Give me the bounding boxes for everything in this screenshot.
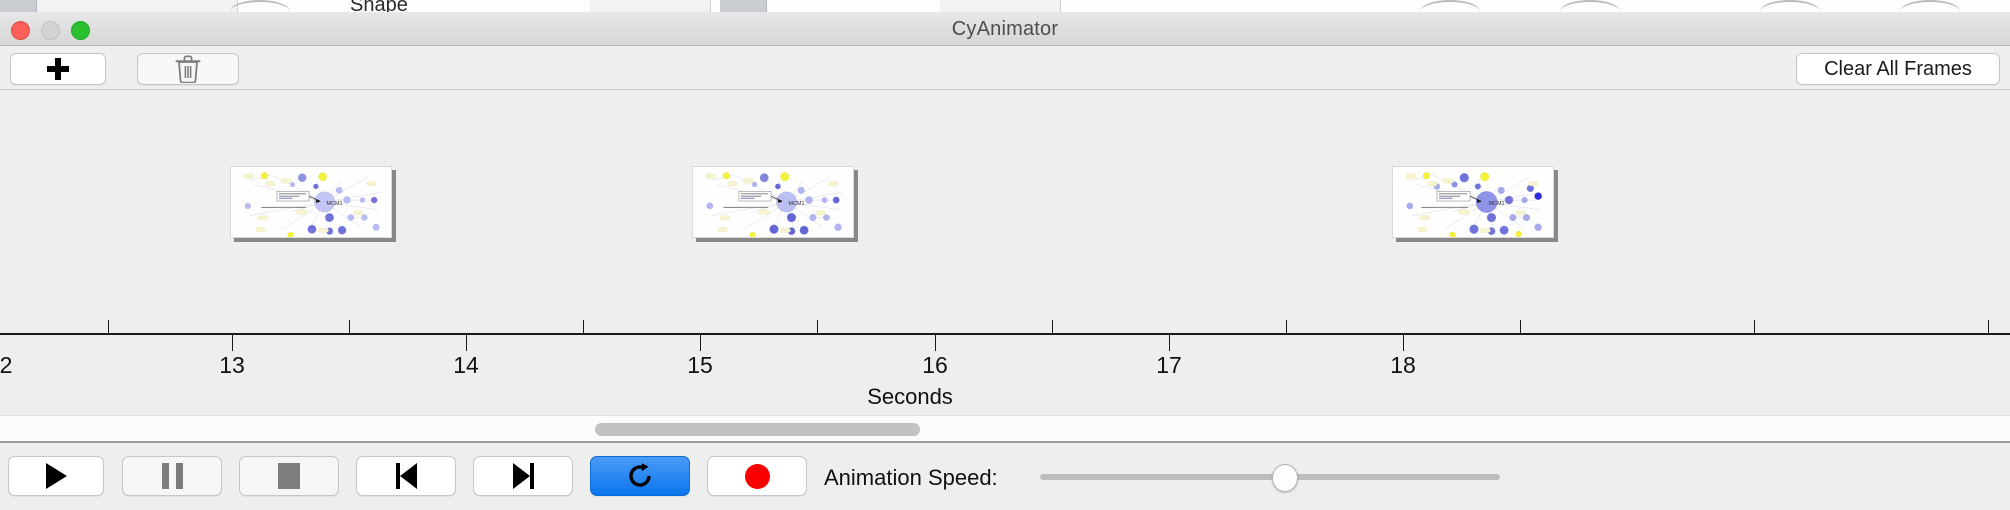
frame-thumbnail: MCM1: [692, 166, 854, 238]
frame-thumbnail: MCM1: [1392, 166, 1554, 238]
stop-icon: [278, 463, 300, 489]
animation-speed-slider[interactable]: [1040, 464, 1500, 492]
timeline-tick-label: 16: [922, 352, 948, 378]
next-frame-button[interactable]: [473, 456, 573, 496]
parent-tab-a: [0, 0, 37, 12]
network-graph-thumbnail: MCM1: [705, 172, 843, 237]
timeline-tick-label: 13: [219, 352, 245, 378]
timeline-frame-1[interactable]: MCM1: [230, 166, 396, 242]
parent-curve-b: [1420, 0, 1480, 12]
svg-text:MCM1: MCM1: [327, 201, 343, 207]
loop-button[interactable]: [590, 456, 690, 496]
playback-control-bar: Animation Speed:: [0, 443, 2010, 510]
stop-button[interactable]: [239, 456, 339, 496]
network-graph-thumbnail: MCM1: [1405, 172, 1543, 237]
pause-button[interactable]: [122, 456, 222, 496]
timeline-minor-tick: [817, 320, 818, 333]
timeline-frame-2[interactable]: MCM1: [692, 166, 858, 242]
pause-icon: [161, 463, 183, 489]
svg-text:MCM1: MCM1: [1489, 201, 1505, 207]
parent-curve-e: [1900, 0, 1960, 12]
timeline-minor-tick: [583, 320, 584, 333]
frame-toolbar: Clear All Frames: [0, 46, 2010, 90]
plus-icon: [47, 58, 69, 80]
parent-tab-d: [720, 0, 767, 12]
timeline-scrollbar-thumb[interactable]: [595, 423, 920, 436]
parent-window-strip: Shape: [0, 0, 2010, 12]
timeline-minor-tick: [1988, 320, 1989, 333]
record-button[interactable]: [707, 456, 807, 496]
timeline-tick-label: 18: [1390, 352, 1416, 378]
parent-tab-c: [590, 0, 711, 12]
network-graph-thumbnail: MCM1: [243, 172, 381, 237]
previous-frame-button[interactable]: [356, 456, 456, 496]
timeline-minor-tick: [108, 320, 109, 333]
timeline-tick-label: 15: [687, 352, 713, 378]
timeline-minor-tick: [1520, 320, 1521, 333]
timeline-minor-tick: [349, 320, 350, 333]
axis-title-seconds: Seconds: [867, 384, 953, 409]
play-button[interactable]: [8, 456, 104, 496]
clear-all-frames-button[interactable]: Clear All Frames: [1796, 53, 2000, 85]
timeline-tick-label: 2: [0, 352, 13, 378]
timeline-tick-label: 14: [453, 352, 479, 378]
timeline-minor-tick: [1286, 320, 1287, 333]
timeline-frame-3[interactable]: MCM1: [1392, 166, 1558, 242]
timeline-major-tick: [935, 335, 936, 351]
loop-icon: [629, 463, 651, 487]
title-bar: CyAnimator: [0, 12, 2010, 46]
timeline-major-tick: [466, 335, 467, 351]
timeline-tick-label: 17: [1156, 352, 1182, 378]
timeline-major-tick: [1169, 335, 1170, 351]
animation-speed-slider-thumb[interactable]: [1271, 464, 1298, 492]
trash-icon: [175, 55, 201, 83]
animation-speed-label: Animation Speed:: [824, 465, 998, 490]
timeline-axis-line: [0, 333, 2010, 335]
timeline-major-tick: [232, 335, 233, 351]
parent-tab-e: [940, 0, 1061, 12]
timeline-scrollbar-track[interactable]: [0, 415, 2010, 443]
close-button[interactable]: [11, 21, 30, 40]
timeline-minor-tick: [1754, 320, 1755, 333]
zoom-button[interactable]: [71, 21, 90, 40]
parent-curve-c: [1560, 0, 1620, 12]
parent-curve-a: [230, 0, 290, 12]
skip-back-icon: [395, 463, 417, 489]
timeline-minor-tick: [1052, 320, 1053, 333]
frame-thumbnail: MCM1: [230, 166, 392, 238]
skip-forward-icon: [512, 463, 534, 489]
window-title: CyAnimator: [951, 18, 1059, 40]
svg-text:MCM1: MCM1: [789, 201, 805, 207]
add-frame-button[interactable]: [10, 53, 106, 85]
timeline-major-tick: [1403, 335, 1404, 351]
delete-frame-button[interactable]: [137, 53, 239, 85]
timeline-panel[interactable]: MCM1: [0, 90, 2010, 415]
parent-curve-d: [1760, 0, 1820, 12]
parent-label-shape: Shape: [350, 0, 408, 12]
record-icon: [744, 463, 770, 489]
timeline-major-tick: [700, 335, 701, 351]
parent-tab-b: [37, 0, 238, 12]
play-icon: [45, 463, 67, 489]
minimize-button[interactable]: [41, 21, 60, 40]
